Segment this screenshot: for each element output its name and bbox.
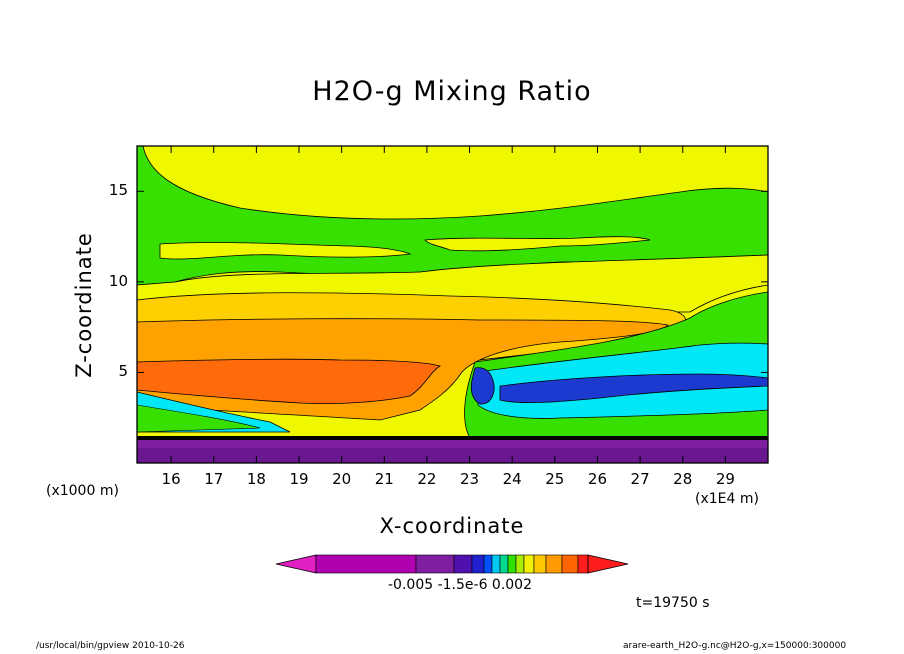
- field-yellow-strip2: [424, 236, 651, 252]
- chart-title: H2O-g Mixing Ratio: [312, 76, 592, 107]
- colorbar-segment: [523, 554, 535, 574]
- x-tick-label: 19: [289, 470, 309, 488]
- x-tick-label: 29: [715, 470, 735, 488]
- y-tick-label: 5: [118, 362, 128, 381]
- colorbar-lower-triangle: [275, 554, 317, 574]
- colorbar-segment: [453, 554, 473, 574]
- colorbar-segment: [471, 554, 485, 574]
- colorbar-segment: [515, 554, 525, 574]
- x-axis-label: X-coordinate: [379, 514, 525, 538]
- contour-field: [137, 146, 768, 463]
- colorbar-segment: [483, 554, 493, 574]
- x-tick-label: 18: [246, 470, 266, 488]
- colorbar-upper-triangle: [587, 554, 629, 574]
- footer-right: arare-earth_H2O-g.nc@H2O-g,x=150000:3000…: [623, 641, 847, 651]
- colorbar-segment: [491, 554, 501, 574]
- x-tick-label: 23: [460, 470, 480, 488]
- colorbar-segment: [533, 554, 547, 574]
- x-tick-marks: [170, 146, 726, 463]
- x-tick-label: 28: [673, 470, 693, 488]
- colorbar-segment: [545, 554, 563, 574]
- y-axis-unit: (x1000 m): [46, 483, 119, 499]
- colorbar: [275, 554, 629, 574]
- field-ground-line: [137, 436, 768, 440]
- x-tick-label: 22: [417, 470, 437, 488]
- plot-frame: [136, 145, 769, 464]
- colorbar-segment: [577, 554, 589, 574]
- y-tick-label: 15: [108, 181, 128, 200]
- x-tick-label: 24: [502, 470, 522, 488]
- footer-left: /usr/local/bin/gpview 2010-10-26: [36, 641, 185, 651]
- x-tick-label: 26: [587, 470, 607, 488]
- x-tick-label: 17: [204, 470, 224, 488]
- x-tick-label: 21: [374, 470, 394, 488]
- colorbar-segment: [507, 554, 517, 574]
- field-dark-orange: [137, 358, 442, 405]
- field-blue-right: [499, 373, 768, 404]
- field-yellow-strip: [159, 242, 412, 260]
- colorbar-segment: [499, 554, 509, 574]
- colorbar-segment: [315, 554, 417, 574]
- colorbar-labels: -0.005 -1.5e-6 0.002: [388, 577, 532, 593]
- x-tick-label: 16: [161, 470, 181, 488]
- x-tick-label: 20: [332, 470, 352, 488]
- field-green-left: [137, 404, 261, 433]
- field-purple-deep: [137, 448, 768, 463]
- x-tick-label: 25: [545, 470, 565, 488]
- field-blue-core: [470, 367, 495, 405]
- y-tick-marks: [137, 190, 768, 373]
- y-axis-label: Z-coordinate: [72, 232, 96, 378]
- colorbar-segment: [415, 554, 455, 574]
- x-tick-label: 27: [630, 470, 650, 488]
- time-annotation: t=19750 s: [636, 595, 710, 611]
- x-axis-unit: (x1E4 m): [695, 491, 759, 507]
- y-tick-label: 10: [108, 271, 128, 290]
- colorbar-segment: [561, 554, 579, 574]
